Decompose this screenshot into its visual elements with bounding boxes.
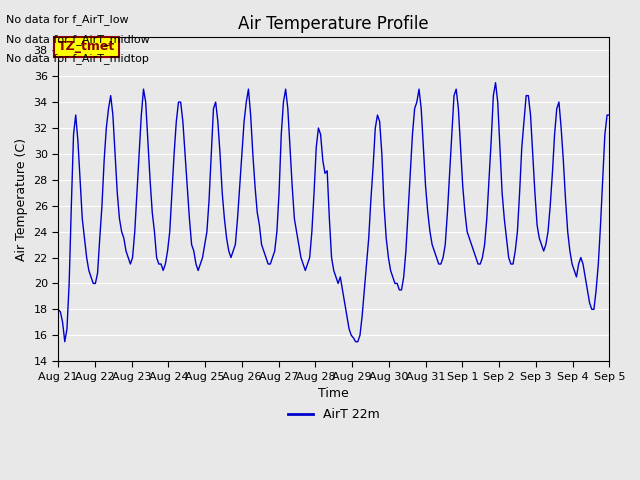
Legend: AirT 22m: AirT 22m <box>283 403 385 426</box>
Text: TZ_tmet: TZ_tmet <box>58 40 115 53</box>
Y-axis label: Air Temperature (C): Air Temperature (C) <box>15 138 28 261</box>
Text: No data for f_AirT_midtop: No data for f_AirT_midtop <box>6 53 149 64</box>
Text: No data for f_AirT_midlow: No data for f_AirT_midlow <box>6 34 150 45</box>
Title: Air Temperature Profile: Air Temperature Profile <box>239 15 429 33</box>
Text: No data for f_AirT_low: No data for f_AirT_low <box>6 14 129 25</box>
X-axis label: Time: Time <box>318 387 349 400</box>
